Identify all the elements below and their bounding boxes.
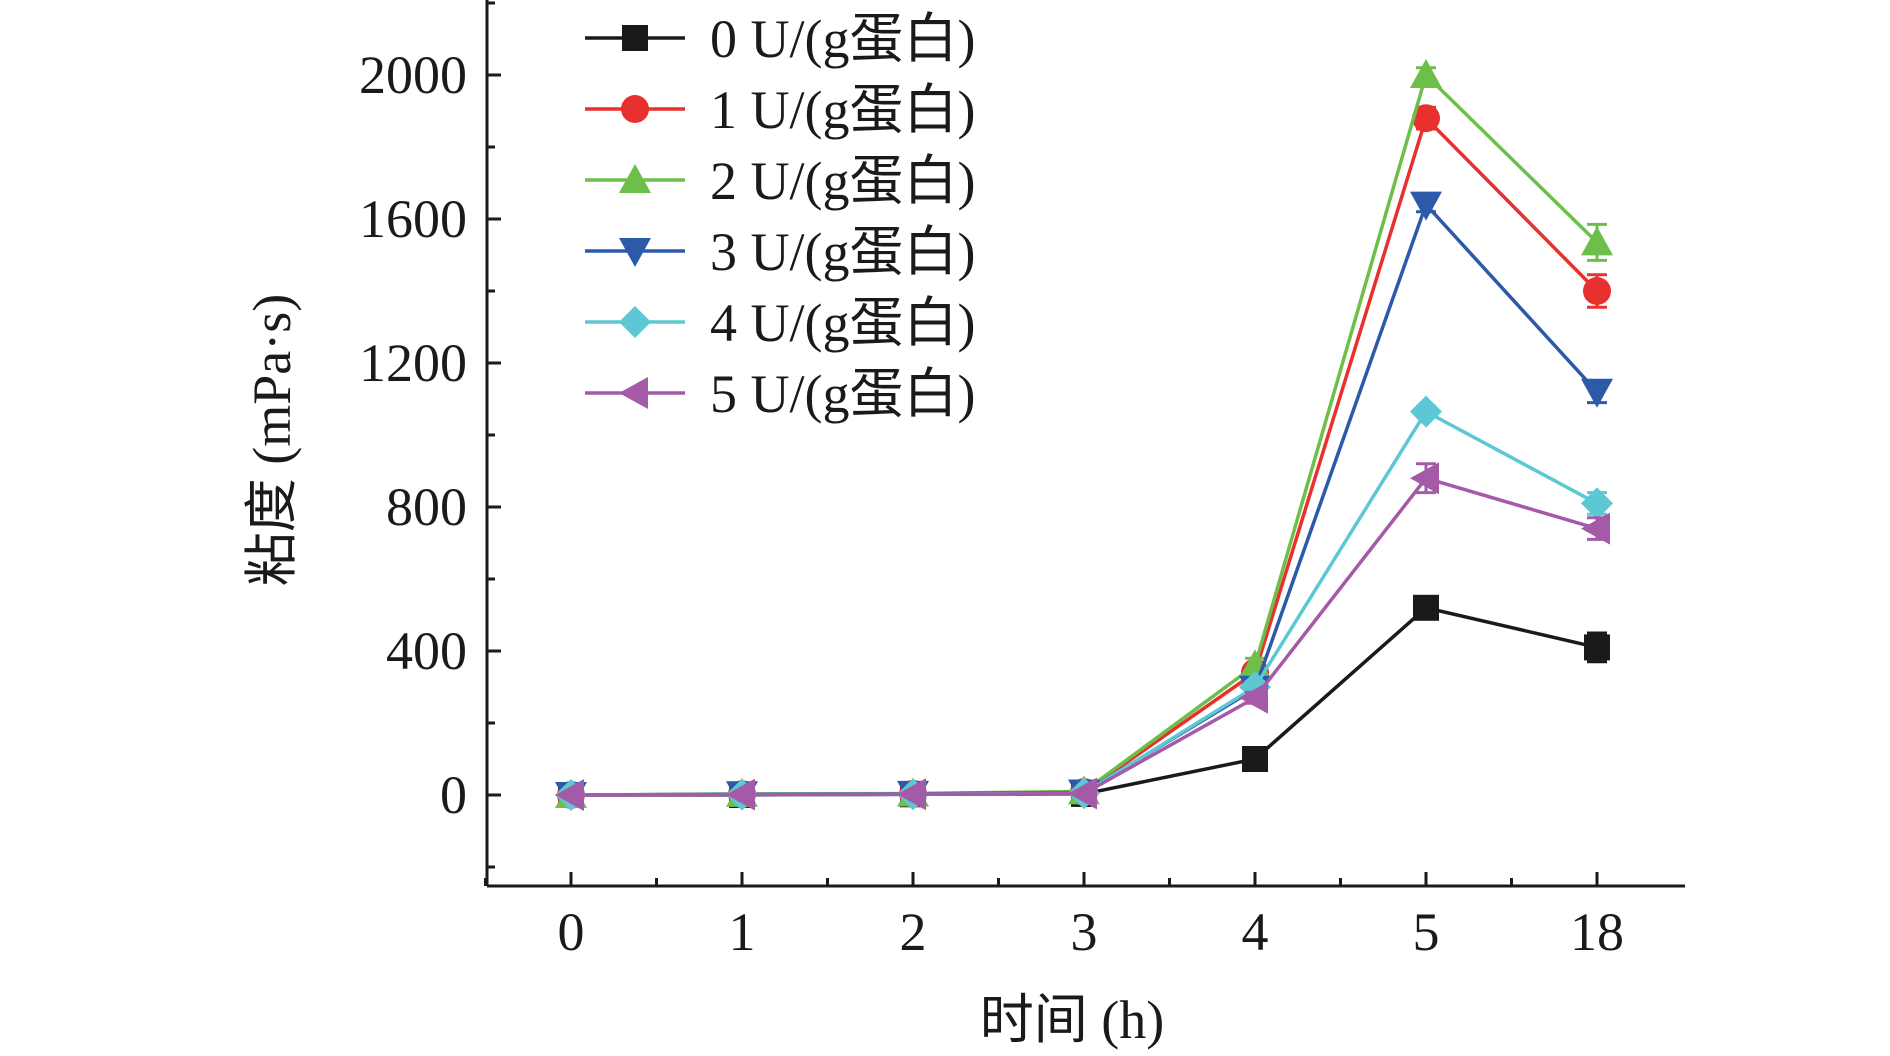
legend-label: 1 U/(g蛋白)	[710, 80, 975, 140]
legend-marker	[621, 95, 649, 123]
series-line	[570, 114, 1599, 797]
data-point	[555, 779, 584, 811]
legend-item-1: 1 U/(g蛋白)	[585, 80, 975, 140]
data-point	[1581, 487, 1613, 520]
legend-item-0: 0 U/(g蛋白)	[585, 9, 975, 69]
data-point	[1239, 681, 1268, 714]
data-point	[1581, 512, 1610, 545]
legend-marker	[619, 238, 651, 267]
data-point	[1581, 226, 1613, 256]
data-point	[1410, 59, 1442, 88]
legend-item-5: 5 U/(g蛋白)	[585, 364, 975, 424]
legend-marker	[619, 377, 648, 409]
data-point	[1410, 395, 1442, 428]
series-line	[570, 476, 1598, 797]
axes	[485, 0, 1685, 888]
x-tick-label: 4	[1242, 902, 1269, 962]
data-point	[1412, 104, 1440, 133]
data-point	[1413, 594, 1439, 621]
series-line	[571, 605, 1598, 797]
data-point	[726, 778, 755, 811]
y-tick-label: 2000	[359, 45, 467, 105]
legend-marker	[619, 164, 651, 193]
legend-label: 2 U/(g蛋白)	[710, 151, 975, 211]
data-point	[1410, 191, 1442, 221]
legend-marker	[619, 306, 651, 338]
y-tick-label: 0	[440, 765, 467, 825]
y-tick-label: 1200	[359, 333, 467, 393]
x-tick-label: 1	[729, 902, 756, 962]
data-point	[1068, 777, 1097, 810]
x-tick-label: 18	[1570, 902, 1624, 962]
series-layer	[555, 59, 1613, 811]
data-point	[1583, 277, 1611, 305]
legend-item-3: 3 U/(g蛋白)	[585, 222, 975, 282]
x-axis-title: 时间 (h)	[980, 990, 1164, 1050]
legend-marker	[622, 25, 648, 51]
x-tick-label: 5	[1413, 902, 1440, 962]
legend: 0 U/(g蛋白) 1 U/(g蛋白) 2 U/(g蛋白) 3 U/(g蛋白) 4 U/…	[585, 9, 975, 424]
x-tick-label: 2	[900, 902, 927, 962]
y-tick-label: 400	[386, 621, 467, 681]
series-line	[570, 409, 1598, 797]
data-point	[897, 778, 926, 811]
y-tick-label: 800	[386, 477, 467, 537]
series-5	[555, 462, 1610, 811]
legend-label: 4 U/(g蛋白)	[710, 293, 975, 353]
legend-label: 3 U/(g蛋白)	[710, 222, 975, 282]
y-tick-label: 1600	[359, 189, 467, 249]
data-point	[1242, 746, 1268, 772]
data-point	[1581, 378, 1613, 408]
x-tick-label: 3	[1071, 902, 1098, 962]
legend-item-2: 2 U/(g蛋白)	[585, 151, 975, 211]
legend-item-4: 4 U/(g蛋白)	[585, 293, 975, 353]
tick-marks: 0 400 800 1200 1600 2000 0 1 2 3 4 5 18	[359, 1, 1624, 962]
series-4	[555, 395, 1613, 811]
data-point	[1584, 634, 1610, 661]
series-3	[555, 191, 1613, 811]
data-point	[1410, 462, 1439, 495]
y-axis-title: 粘度 (mPa·s)	[242, 294, 302, 586]
x-tick-label: 0	[558, 902, 585, 962]
legend-label: 5 U/(g蛋白)	[710, 364, 975, 424]
legend-label: 0 U/(g蛋白)	[710, 9, 975, 69]
